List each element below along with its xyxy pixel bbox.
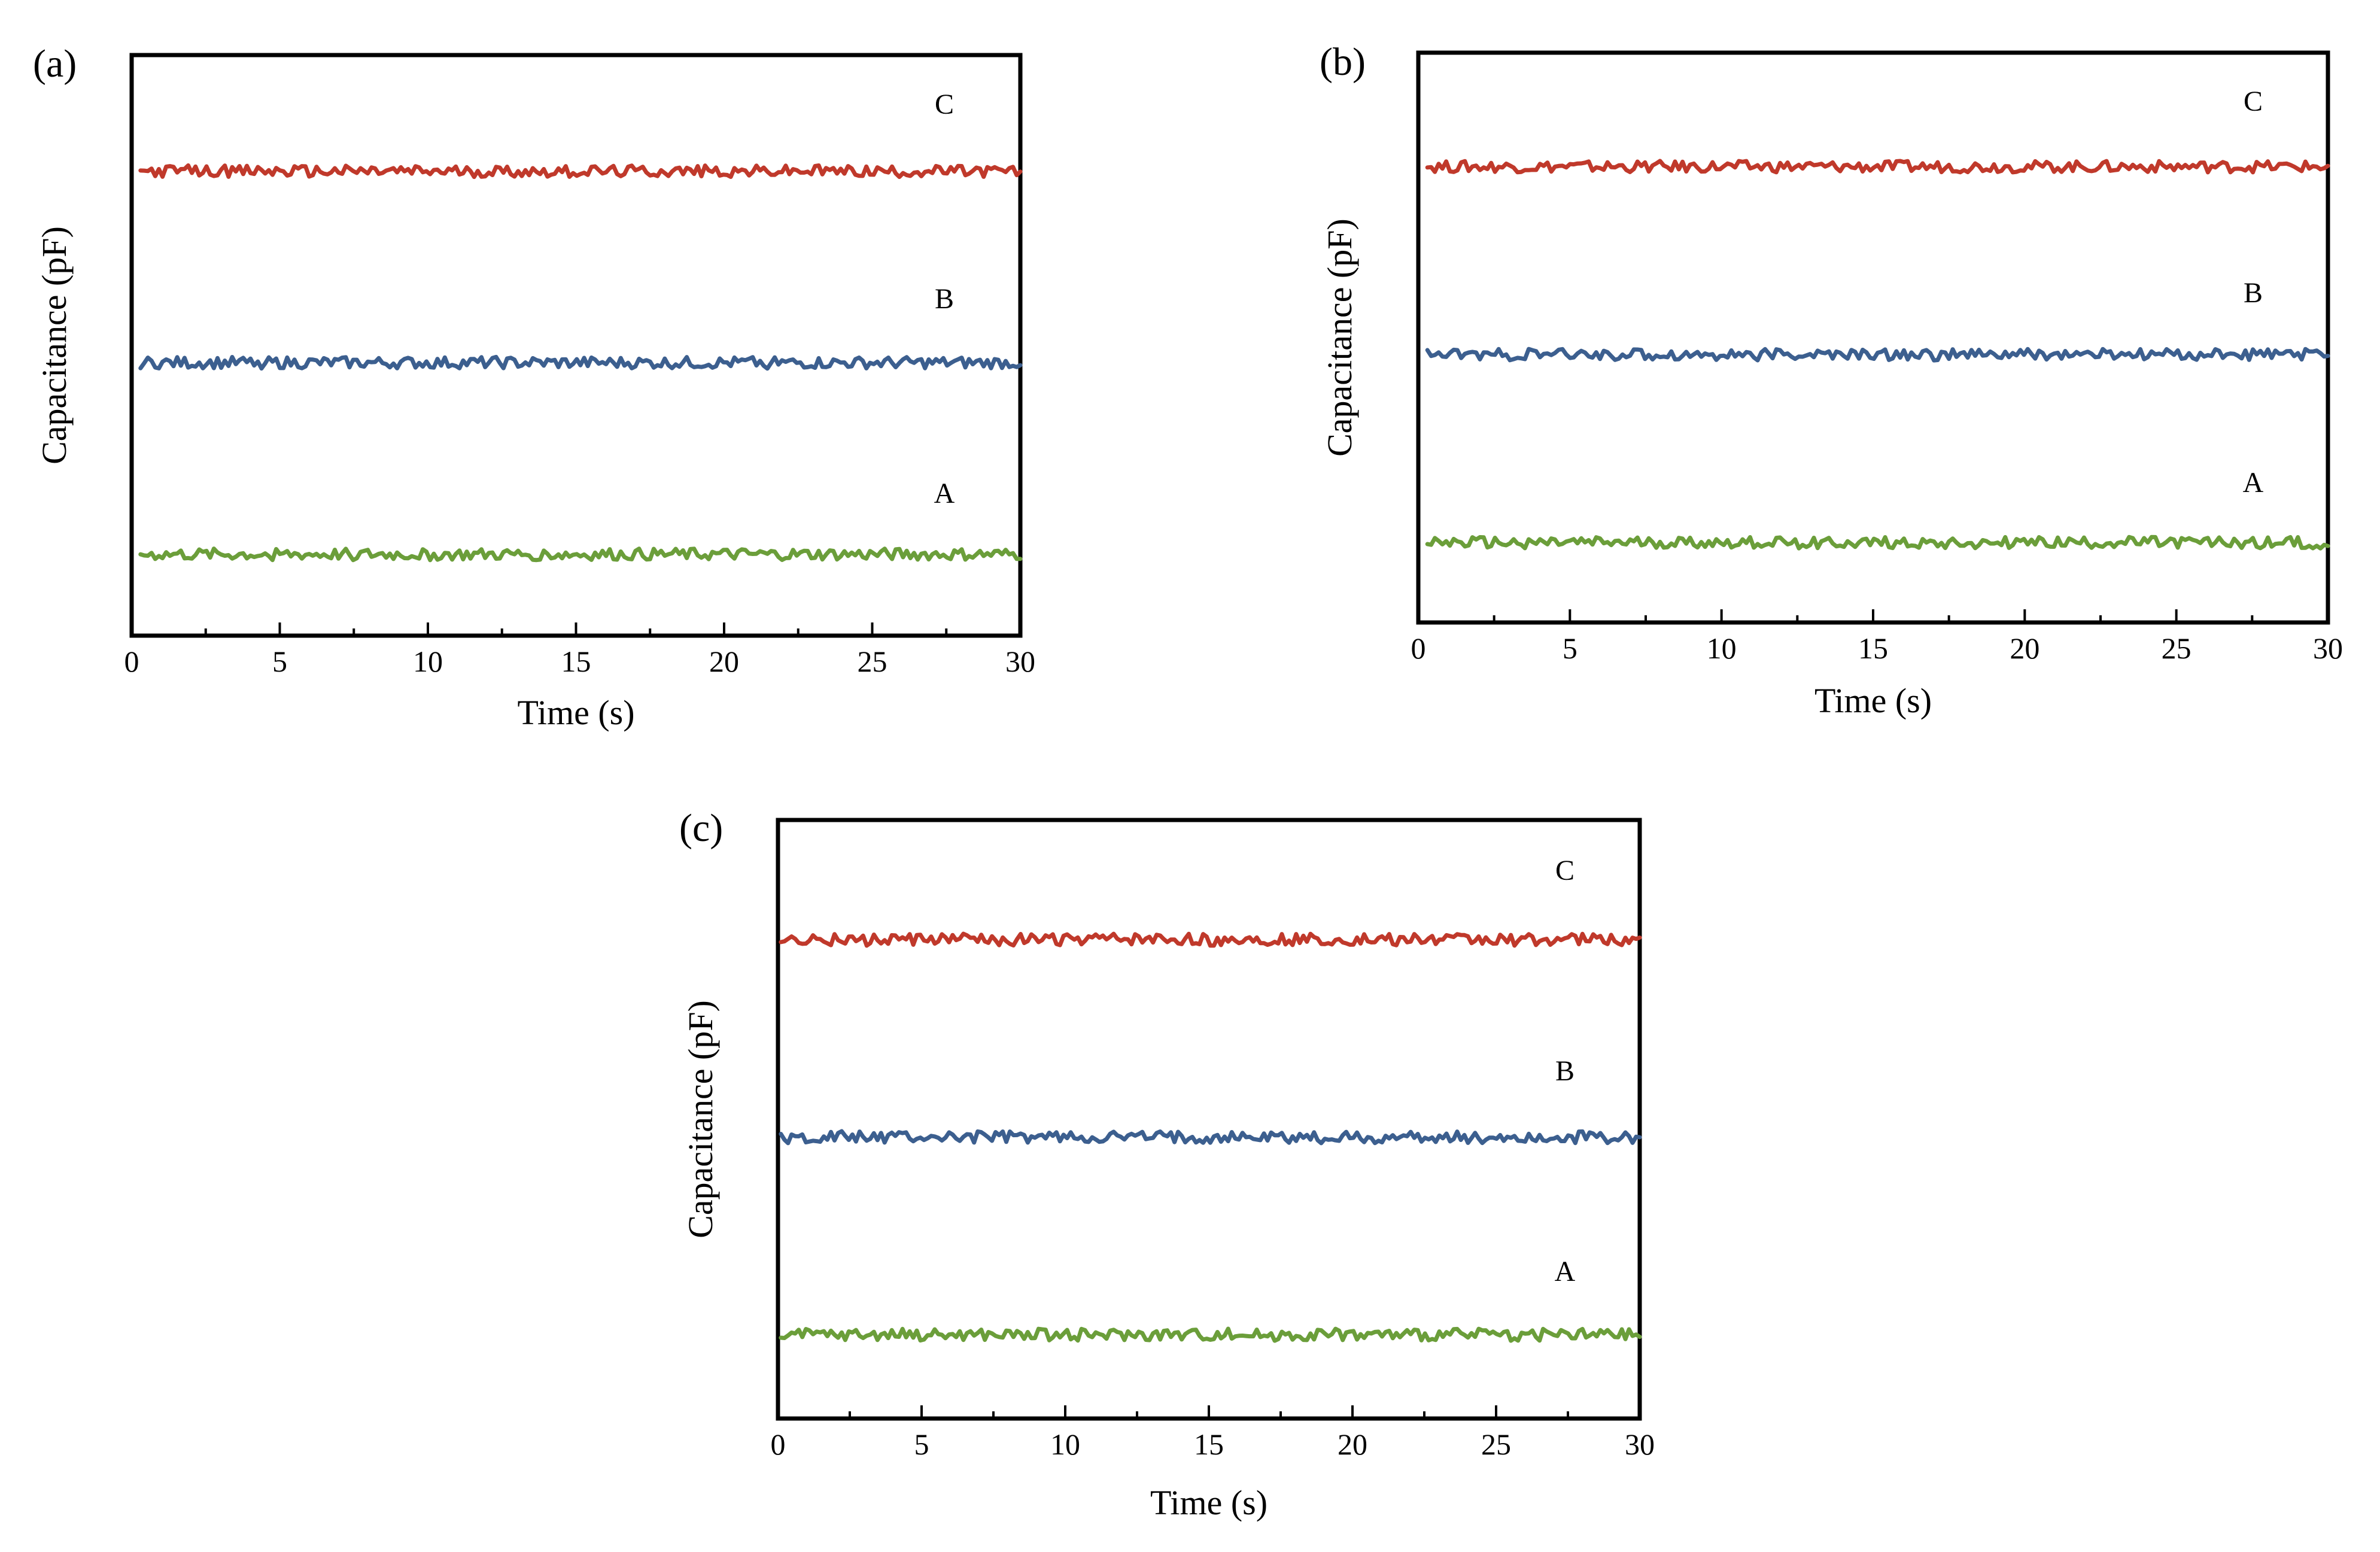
x-tick-label: 10 [1050,1428,1080,1461]
x-tick-label: 25 [858,645,887,678]
x-tick-label: 10 [413,645,443,678]
series-line-a [1425,534,2330,551]
plot-frame [776,818,1642,1421]
x-tick-label: 20 [1338,1428,1367,1461]
series-line-c [138,163,1023,180]
chart-panel-c: (c) 0 5 10 15 20 25 30 Time (s) Capacitance (pF) C… [679,806,1655,1522]
panel-label: (c) [679,806,723,850]
y-axis-label: Capacitance (pF) [35,226,74,464]
x-tick-label: 20 [709,645,739,678]
y-axis-label: Capacitance (pF) [1320,218,1359,457]
series-label-b: B [935,283,954,315]
series-line-c [1425,159,2330,175]
x-axis-label: Time (s) [517,693,634,732]
x-tick-label: 30 [2313,631,2343,665]
x-tick-label: 0 [124,645,139,678]
x-tick-label: 5 [1563,631,1577,665]
series-label-a: A [934,478,955,509]
x-tick-label: 0 [771,1428,786,1461]
x-tick-label: 5 [914,1428,929,1461]
y-axis-label: Capacitance (pF) [681,1000,720,1238]
x-tick-label: 15 [1194,1428,1224,1461]
panel-label: (b) [1320,40,1366,84]
series-line-a [779,1326,1642,1343]
x-tick-label: 0 [1411,631,1426,665]
x-axis-label: Time (s) [1814,681,1932,720]
series-line-b [138,354,1023,371]
x-tick-label: 25 [2162,631,2191,665]
x-tick-label: 15 [1858,631,1888,665]
chart-panel-b: (b) 0 5 10 15 20 25 30 Time (s) Capacitance (pF) C… [1320,40,2343,720]
series-line-a [138,546,1023,563]
panel-label: (a) [33,42,77,86]
x-tick-label: 20 [2010,631,2039,665]
series-label-a: A [2243,467,2264,499]
series-label-b: B [2244,277,2263,309]
series-label-c: C [935,89,954,120]
chart-panel-a: (a) 0 5 10 15 20 25 30 Time (s) Capacitance (pF) C… [33,42,1035,732]
x-tick-label: 30 [1005,645,1035,678]
x-tick-label: 10 [1707,631,1737,665]
x-tick-label: 25 [1481,1428,1511,1461]
series-line-b [779,1129,1642,1146]
series-label-b: B [1555,1055,1574,1087]
series-label-a: A [1555,1256,1576,1287]
series-line-b [1425,347,2330,363]
panels: (a) 0 5 10 15 20 25 30 Time (s) Capacitance (pF) C… [33,40,2343,1522]
series-line-c [779,931,1642,948]
series-label-c: C [2244,86,2263,117]
x-tick-label: 5 [272,645,287,678]
x-tick-label: 15 [561,645,591,678]
x-tick-label: 30 [1625,1428,1655,1461]
series-label-c: C [1555,855,1574,886]
x-axis-label: Time (s) [1150,1483,1267,1522]
